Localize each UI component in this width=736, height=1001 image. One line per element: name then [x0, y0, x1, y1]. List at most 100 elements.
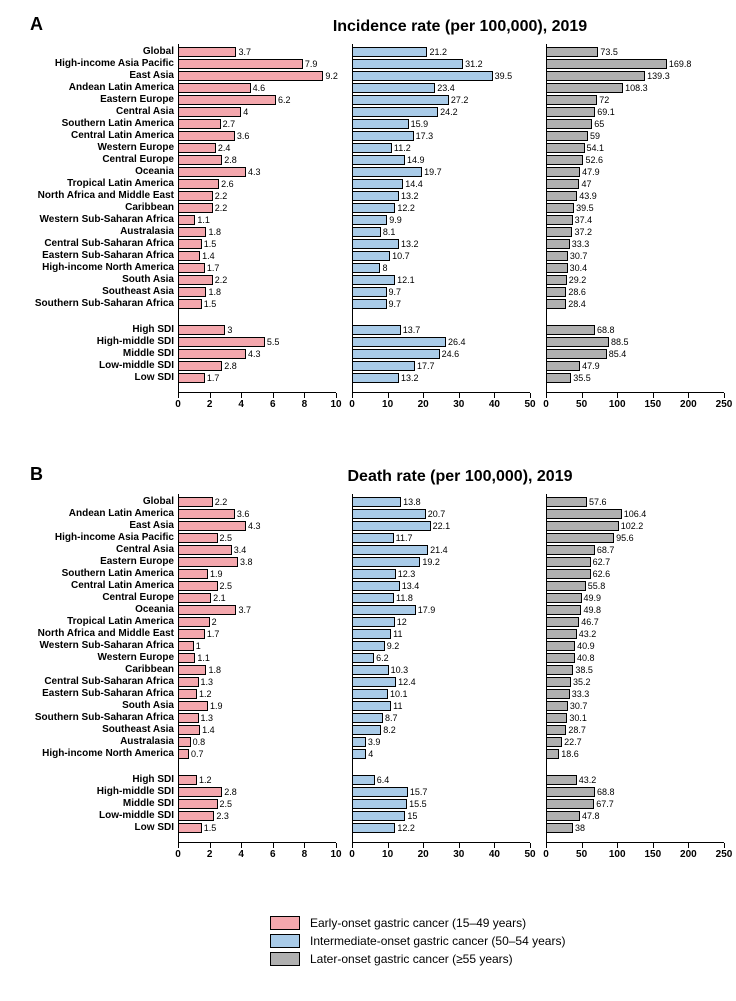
x-tick-label: 8: [302, 849, 308, 860]
row-label: Western Europe: [98, 142, 179, 154]
chart-row: 11: [352, 700, 530, 712]
chart-row: 21.2: [352, 46, 530, 58]
chart-row: North Africa and Middle East1.7: [178, 628, 336, 640]
chart-row: 13.2: [352, 238, 530, 250]
chart-row: Western Europe2.4: [178, 142, 336, 154]
bar-value-label: 30.4: [568, 263, 588, 273]
bar-early: [178, 361, 222, 371]
chart-row: 30.7: [546, 250, 724, 262]
bar-early: [178, 251, 200, 261]
chart-row: Global3.7: [178, 46, 336, 58]
bar-early: [178, 47, 236, 57]
x-tick: [724, 843, 725, 848]
chart-row: 88.5: [546, 336, 724, 348]
bar-early: [178, 557, 238, 567]
bar-early: [178, 737, 191, 747]
chart-row: Tropical Latin America2.6: [178, 178, 336, 190]
legend: Early-onset gastric cancer (15–49 years)…: [270, 912, 565, 970]
bar-later: [546, 533, 614, 543]
bar-intermediate: [352, 299, 387, 309]
bar-value-label: 2.4: [216, 143, 231, 153]
bar-intermediate: [352, 179, 403, 189]
chart-row: 39.5: [352, 70, 530, 82]
chart-row: 17.3: [352, 130, 530, 142]
row-label: Oceania: [135, 166, 178, 178]
legend-label: Early-onset gastric cancer (15–49 years): [310, 916, 526, 930]
x-tick-label: 6: [270, 849, 276, 860]
bar-value-label: 3.4: [232, 545, 247, 555]
row-label: Low-middle SDI: [99, 360, 178, 372]
bar-value-label: 4.3: [246, 521, 261, 531]
row-label: Australasia: [120, 226, 178, 238]
bar-later: [546, 325, 595, 335]
bar-value-label: 30.7: [568, 701, 588, 711]
bar-early: [178, 787, 222, 797]
bar-value-label: 1.1: [195, 215, 210, 225]
bar-value-label: 4: [241, 107, 248, 117]
bar-intermediate: [352, 107, 438, 117]
x-tick-label: 50: [576, 399, 587, 410]
x-tick: [273, 843, 274, 848]
row-label: Central Latin America: [71, 580, 178, 592]
chart-row: East Asia9.2: [178, 70, 336, 82]
x-tick: [724, 393, 725, 398]
bar-intermediate: [352, 215, 387, 225]
bar-intermediate: [352, 521, 431, 531]
bar-value-label: 102.2: [619, 521, 644, 531]
chart-row: 49.8: [546, 604, 724, 616]
x-tick-label: 50: [524, 849, 535, 860]
bar-value-label: 4: [366, 749, 373, 759]
bar-value-label: 169.8: [667, 59, 692, 69]
x-tick-label: 250: [716, 849, 733, 860]
x-tick: [546, 393, 547, 398]
x-tick: [336, 393, 337, 398]
x-tick-label: 4: [238, 849, 244, 860]
row-label: Middle SDI: [123, 348, 178, 360]
bar-value-label: 40.8: [575, 653, 595, 663]
chart-row: Western Sub-Saharan Africa1.1: [178, 214, 336, 226]
bar-intermediate: [352, 337, 446, 347]
bar-value-label: 1: [194, 641, 201, 651]
x-tick-label: 0: [175, 849, 181, 860]
bar-value-label: 6.2: [374, 653, 389, 663]
chart-row: Tropical Latin America2: [178, 616, 336, 628]
bar-intermediate: [352, 167, 422, 177]
chart-row: 15.9: [352, 118, 530, 130]
bar-value-label: 65: [592, 119, 604, 129]
chart-row: 14.4: [352, 178, 530, 190]
chart-row: 49.9: [546, 592, 724, 604]
bar-later: [546, 811, 580, 821]
chart-row: 57.6: [546, 496, 724, 508]
bar-intermediate: [352, 59, 463, 69]
bar-value-label: 24.2: [438, 107, 458, 117]
chart-row: High SDI3: [178, 324, 336, 336]
bar-later: [546, 71, 645, 81]
bar-value-label: 40.9: [575, 641, 595, 651]
bar-later: [546, 167, 580, 177]
bar-intermediate: [352, 725, 381, 735]
x-tick: [273, 393, 274, 398]
bar-value-label: 11.8: [394, 593, 413, 603]
chart-row: 30.4: [546, 262, 724, 274]
bar-early: [178, 823, 202, 833]
row-label: Southern Sub-Saharan Africa: [35, 712, 178, 724]
bar-early: [178, 107, 241, 117]
row-label: Low-middle SDI: [99, 810, 178, 822]
chart-row: 6.4: [352, 774, 530, 786]
bar-intermediate: [352, 509, 426, 519]
bar-later: [546, 275, 567, 285]
panel-letter-a: A: [30, 14, 43, 35]
bar-value-label: 15: [405, 811, 417, 821]
chart-row: 28.4: [546, 298, 724, 310]
bar-value-label: 3.6: [235, 131, 250, 141]
chart-row: Southern Sub-Saharan Africa1.3: [178, 712, 336, 724]
chart-row: 10.1: [352, 688, 530, 700]
bar-value-label: 4.3: [246, 349, 261, 359]
bar-value-label: 54.1: [585, 143, 605, 153]
row-label: North Africa and Middle East: [38, 628, 178, 640]
bar-value-label: 2.2: [213, 191, 228, 201]
bar-value-label: 12.4: [396, 677, 416, 687]
bar-intermediate: [352, 581, 400, 591]
row-label: Southern Sub-Saharan Africa: [35, 298, 178, 310]
chart-row: 24.2: [352, 106, 530, 118]
